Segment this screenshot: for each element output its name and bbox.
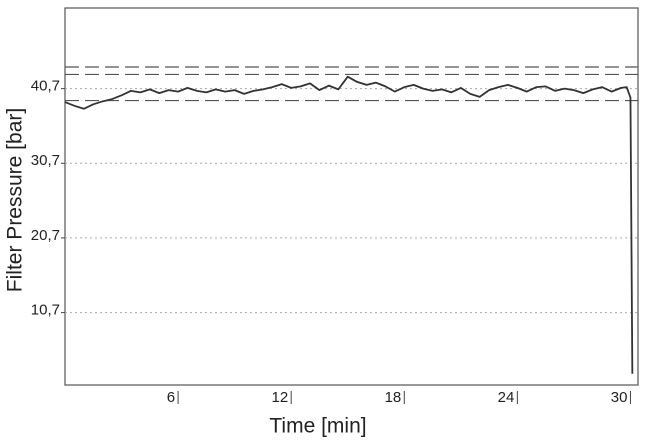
- x-tick-label: 30: [611, 389, 628, 406]
- y-tick-label: 10,7: [31, 302, 60, 319]
- x-tick-label: 6: [167, 389, 175, 406]
- x-tick-label: 18: [385, 389, 402, 406]
- y-tick-label: 30,7: [31, 152, 60, 169]
- y-axis-title: Filter Pressure [bar]: [4, 108, 27, 292]
- x-axis-title: Time [min]: [269, 415, 366, 438]
- y-tick-label: 20,7: [31, 227, 60, 244]
- plot-frame: [64, 7, 639, 386]
- data-line: [64, 75, 634, 374]
- x-tick-label: 12: [271, 389, 288, 406]
- y-tick-label: 40,7: [31, 78, 60, 95]
- x-tick-label: 24: [498, 389, 515, 406]
